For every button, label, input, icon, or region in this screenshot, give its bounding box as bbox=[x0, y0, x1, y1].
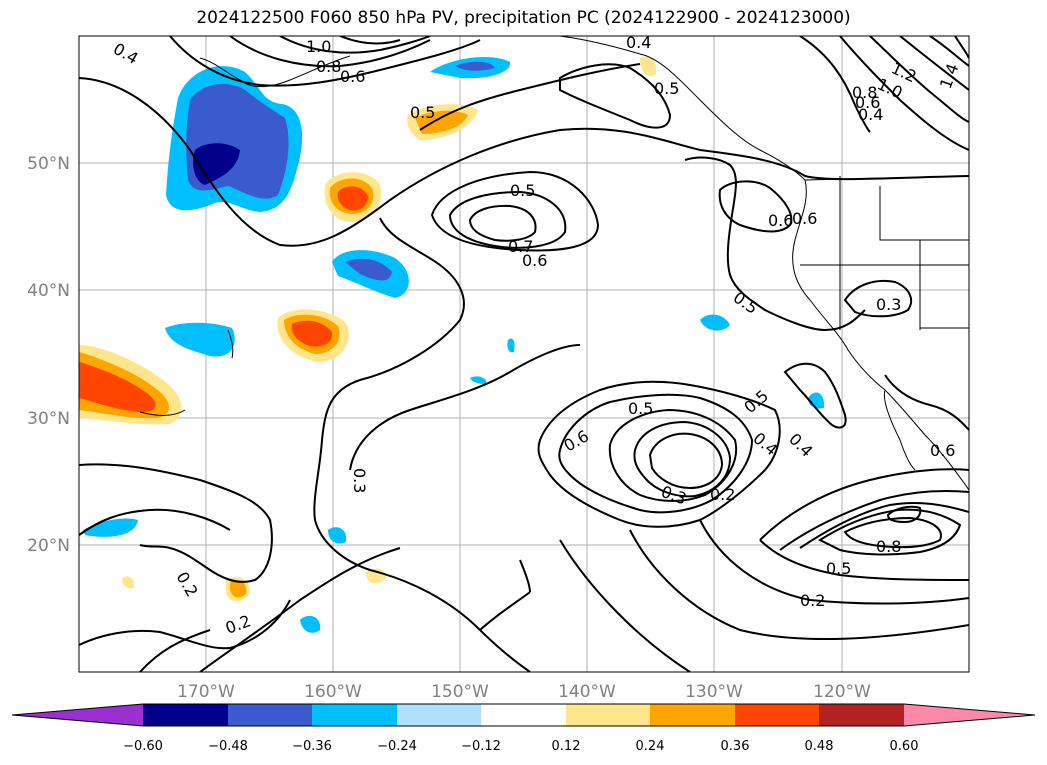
pv-contours bbox=[79, 36, 969, 672]
lat-label: 40°N bbox=[27, 281, 70, 301]
colorbar-swatch bbox=[143, 704, 228, 726]
lat-label: 50°N bbox=[27, 154, 70, 174]
svg-text:0.2: 0.2 bbox=[800, 591, 825, 610]
colorbar-outline bbox=[11, 703, 1036, 727]
svg-text:0.5: 0.5 bbox=[510, 181, 535, 200]
colorbar-swatch bbox=[819, 704, 904, 726]
svg-text:0.8: 0.8 bbox=[876, 537, 901, 556]
lon-label: 160°W bbox=[304, 682, 362, 702]
lat-label: 30°N bbox=[27, 409, 70, 429]
svg-text:0.5: 0.5 bbox=[628, 399, 653, 418]
svg-text:0.6: 0.6 bbox=[855, 93, 880, 112]
svg-text:0.2: 0.2 bbox=[710, 485, 735, 504]
map-content: 0.4 1.0 0.8 0.6 0.5 0.4 0.5 1.2 1.0 1.4 … bbox=[79, 33, 969, 672]
svg-text:0.5: 0.5 bbox=[654, 79, 679, 98]
colorbar-extend-high bbox=[904, 704, 1035, 726]
colorbar-tick-label: 0.48 bbox=[805, 739, 834, 754]
svg-text:0.5: 0.5 bbox=[410, 103, 435, 122]
svg-text:0.5: 0.5 bbox=[826, 559, 851, 578]
svg-text:0.3: 0.3 bbox=[350, 468, 369, 493]
colorbar-extend-low bbox=[12, 704, 143, 726]
colorbar-swatch bbox=[228, 704, 312, 726]
colorbar-tick-label: −0.24 bbox=[377, 739, 417, 754]
colorbar-tick-label: −0.36 bbox=[292, 739, 332, 754]
colorbar-tick-label: 0.24 bbox=[636, 739, 665, 754]
svg-text:0.6: 0.6 bbox=[930, 441, 955, 460]
svg-text:0.7: 0.7 bbox=[508, 237, 533, 256]
colorbar-ticks: −0.60 −0.48 −0.36 −0.24 −0.12 0.12 0.24 … bbox=[123, 739, 918, 754]
colorbar-tick-label: −0.12 bbox=[461, 739, 501, 754]
lon-label: 150°W bbox=[431, 682, 489, 702]
lon-axis: 170°W 160°W 150°W 140°W 130°W 120°W bbox=[177, 682, 871, 702]
plot-frame bbox=[78, 35, 970, 673]
svg-text:0.6: 0.6 bbox=[768, 211, 793, 230]
lat-axis: 50°N 40°N 30°N 20°N bbox=[27, 154, 70, 556]
colorbar-tick-label: 0.60 bbox=[890, 739, 919, 754]
lon-label: 170°W bbox=[177, 682, 235, 702]
colorbar-tick-label: −0.60 bbox=[123, 739, 163, 754]
colorbar-swatch bbox=[481, 704, 566, 726]
svg-text:0.6: 0.6 bbox=[340, 67, 365, 86]
chart-title: 2024122500 F060 850 hPa PV, precipitatio… bbox=[196, 8, 851, 28]
colorbar-swatch bbox=[650, 704, 735, 726]
colorbar-tick-label: −0.48 bbox=[208, 739, 248, 754]
lon-label: 130°W bbox=[685, 682, 743, 702]
svg-text:1.0: 1.0 bbox=[306, 37, 331, 56]
colorbar: −0.60 −0.48 −0.36 −0.24 −0.12 0.12 0.24 … bbox=[11, 703, 1036, 754]
colorbar-swatch bbox=[397, 704, 481, 726]
lon-label: 140°W bbox=[558, 682, 616, 702]
svg-text:0.6: 0.6 bbox=[522, 251, 547, 270]
svg-text:0.8: 0.8 bbox=[316, 57, 341, 76]
colorbar-swatches bbox=[11, 703, 1036, 727]
svg-text:0.4: 0.4 bbox=[626, 33, 651, 52]
colorbar-swatch bbox=[312, 704, 397, 726]
precip-shading bbox=[79, 56, 825, 633]
lon-label: 120°W bbox=[813, 682, 871, 702]
svg-text:0.8: 0.8 bbox=[852, 83, 877, 102]
svg-text:0.3: 0.3 bbox=[876, 295, 901, 314]
svg-text:0.6: 0.6 bbox=[792, 209, 817, 228]
svg-text:0.4: 0.4 bbox=[858, 105, 883, 124]
colorbar-tick-label: 0.12 bbox=[552, 739, 581, 754]
colorbar-swatch bbox=[566, 704, 650, 726]
lat-label: 20°N bbox=[27, 536, 70, 556]
colorbar-swatch bbox=[735, 704, 819, 726]
colorbar-tick-label: 0.36 bbox=[721, 739, 750, 754]
